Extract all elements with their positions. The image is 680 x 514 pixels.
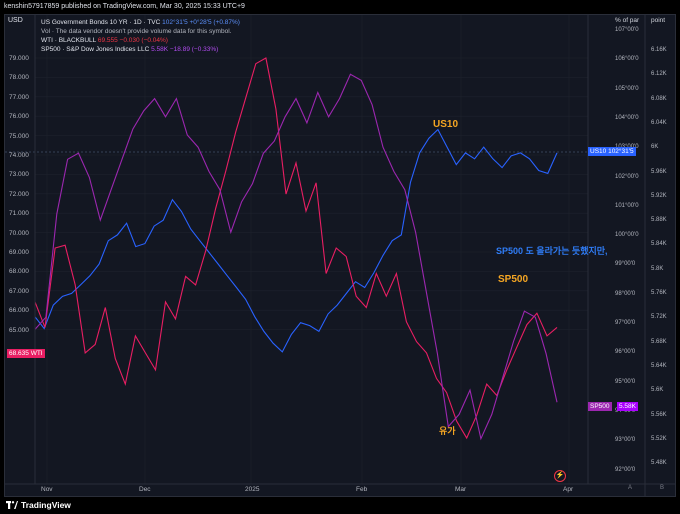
left-axis-tick-label: 79.000 — [9, 55, 29, 62]
par-axis-tick-label: 106°00'0 — [615, 56, 639, 63]
left-axis-tick-label: 75.000 — [9, 132, 29, 140]
point-axis-tick-label: 5.84K — [651, 241, 667, 248]
point-axis-tick-label: 5.6K — [651, 387, 664, 394]
par-axis-tick-label: 100°00'0 — [615, 232, 639, 239]
wti-tag-name: WTI — [30, 350, 43, 357]
chart-frame[interactable]: USD % of par point US Government Bonds 1… — [4, 14, 676, 497]
annotation-oil: 유가 — [439, 426, 456, 436]
point-axis-tick-label: 5.52K — [651, 435, 667, 442]
left-axis-tick-label: 72.000 — [9, 190, 29, 198]
publisher-text: kenshin57917859 published on TradingView… — [4, 3, 245, 10]
par-axis-tick-label: 104°00'0 — [615, 114, 639, 121]
point-axis-tick-label: 5.56K — [651, 411, 667, 418]
point-axis-tick-label: 5.48K — [651, 460, 667, 467]
point-axis-tick-label: 5.72K — [651, 314, 667, 321]
left-axis-tick-label: 69.000 — [9, 249, 29, 256]
left-axis-tick-label: 73.000 — [9, 171, 29, 179]
grid-lines — [35, 15, 588, 484]
left-axis-tick-label: 65.000 — [9, 326, 29, 334]
par-axis-tick-label: 98°00'0 — [615, 290, 636, 297]
annotation-us10: US10 — [433, 119, 459, 130]
auto-scale-toggle[interactable]: A — [628, 485, 633, 491]
left-axis-tick-label: 71.000 — [9, 210, 29, 218]
left-axis-tick-label: 67.000 — [9, 287, 29, 295]
par-axis-tick-label: 105°00'0 — [615, 85, 639, 92]
point-axis-tick-label: 6.08K — [651, 95, 667, 102]
legend-us10-value: 102°31'5 +0°28'5 (+0.87%) — [162, 19, 240, 26]
left-axis-tick-label: 74.000 — [9, 152, 29, 159]
time-axis-tick-label: Dec — [139, 486, 151, 493]
point-axis-tick-label: 6.16K — [651, 47, 667, 53]
percent-scale-label[interactable]: % of par — [615, 17, 640, 24]
left-axis-tick-label: 66.000 — [9, 307, 29, 315]
left-axis-tick-label: 76.000 — [9, 113, 29, 121]
sp500-price-tag: 5.58K — [617, 402, 638, 411]
wti-price-tag: 68.635 WTI — [7, 349, 45, 358]
wti-tag-price: 68.635 — [9, 350, 29, 357]
legend: US Government Bonds 10 YR · 1D · TVC 102… — [41, 18, 240, 54]
time-axis-tick-label: Nov — [41, 486, 53, 493]
publisher-bar: kenshin57917859 published on TradingView… — [0, 0, 680, 14]
point-axis-tick-label: 5.64K — [651, 362, 667, 369]
legend-volume-note: Vol · The data vendor doesn't provide vo… — [41, 28, 232, 35]
chart-plot[interactable] — [5, 15, 675, 496]
point-axis-tick-label: 6.04K — [651, 119, 667, 126]
left-axis-tick-label: 68.000 — [9, 268, 29, 276]
annotation-sp500-comment: SP500 도 올라가는 듯했지만, — [496, 246, 608, 256]
par-axis-tick-label: 97°00'0 — [615, 320, 636, 326]
par-axis-tick-label: 93°00'0 — [615, 437, 636, 444]
point-axis-tick-label: 5.76K — [651, 290, 667, 296]
bottom-bar: TradingView A B — [0, 485, 680, 514]
sp500-name-tag: SP500 — [588, 402, 612, 411]
sp500-series-line — [34, 73, 558, 441]
legend-wti[interactable]: WTI · BLACKBULL 69.555 −0.030 (−0.04%) — [41, 36, 240, 45]
time-axis-tick-label: Apr — [563, 486, 574, 493]
par-axis-tick-label: 99°00'0 — [615, 261, 636, 268]
legend-sp500[interactable]: SP500 · S&P Dow Jones Indices LLC 5.58K … — [41, 45, 240, 54]
tradingview-mark-icon — [6, 501, 18, 509]
point-axis-tick-label: 5.68K — [651, 338, 667, 345]
par-axis-tick-label: 96°00'0 — [615, 349, 636, 356]
legend-sp500-value: 5.58K −18.89 (−0.33%) — [151, 46, 219, 53]
tradingview-brand: TradingView — [21, 500, 71, 510]
left-axis-tick-label: 78.000 — [9, 74, 29, 82]
legend-wti-value: 69.555 −0.030 (−0.04%) — [97, 37, 168, 44]
point-scale-label[interactable]: point — [651, 17, 666, 24]
par-axis-tick-label: 107°00'0 — [615, 27, 639, 33]
par-axis-tick-label: 92°00'0 — [615, 466, 636, 473]
point-axis-tick-label: 5.8K — [651, 265, 664, 272]
par-axis-tick-label: 95°00'0 — [615, 378, 636, 385]
legend-wti-name: WTI · BLACKBULL — [41, 37, 97, 44]
us10-tag-name: US10 — [590, 148, 607, 155]
legend-sp500-name: SP500 · S&P Dow Jones Indices LLC — [41, 46, 150, 53]
us10-tag-price: 102°31'5 — [608, 148, 634, 155]
par-axis-tick-label: 101°00'0 — [615, 202, 639, 209]
time-axis-tick-label: 2025 — [245, 486, 260, 493]
annotation-sp500: SP500 — [498, 274, 529, 285]
point-axis-tick-label: 5.88K — [651, 217, 667, 224]
left-axis-tick-label: 70.000 — [9, 229, 29, 237]
time-axis-tick-label: Mar — [455, 486, 467, 493]
point-axis-tick-label: 5.92K — [651, 192, 667, 199]
us10-series-line — [34, 128, 558, 353]
par-axis-tick-label: 102°00'0 — [615, 173, 639, 180]
tradingview-logo[interactable]: TradingView — [6, 500, 71, 510]
lightning-icon[interactable]: ⚡ — [554, 470, 566, 482]
time-axis-tick-label: Feb — [356, 486, 368, 493]
wti-series-line — [34, 57, 558, 440]
legend-us10[interactable]: US Government Bonds 10 YR · 1D · TVC 102… — [41, 18, 240, 27]
legend-us10-name: US Government Bonds 10 YR · 1D · TVC — [41, 19, 161, 26]
point-axis-tick-label: 6.12K — [651, 71, 667, 78]
log-scale-toggle[interactable]: B — [660, 485, 665, 491]
point-axis-tick-label: 5.96K — [651, 168, 667, 175]
us10-price-tag: US10 102°31'5 — [588, 147, 636, 156]
point-axis-tick-label: 6K — [651, 144, 659, 151]
usd-scale-button[interactable]: USD — [8, 17, 23, 24]
left-axis-tick-label: 77.000 — [9, 93, 29, 101]
